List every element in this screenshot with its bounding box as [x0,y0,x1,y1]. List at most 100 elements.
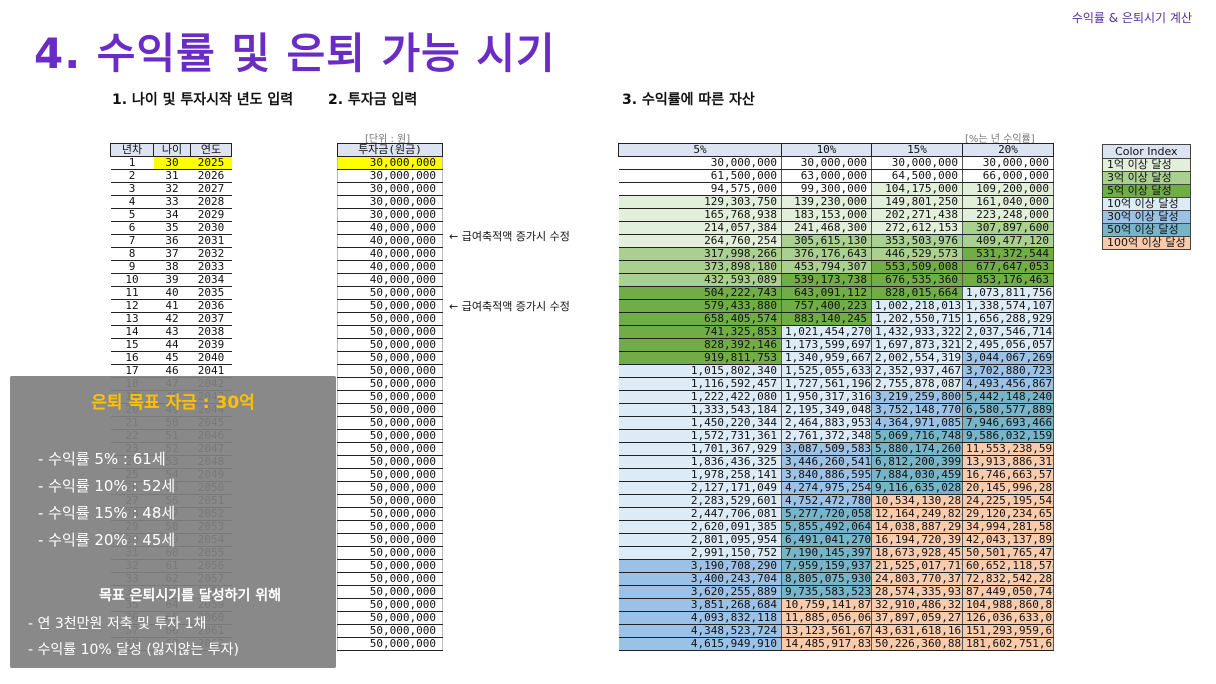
plan-item-2: - 수익률 10% 달성 (잃지않는 투자) [28,642,240,658]
asset-cell-rate-15: 2,755,878,087 [871,377,963,391]
section2-title: 2. 투자금 입력 [328,92,418,108]
legend-item: 100억 이상 달성 [1102,236,1191,250]
asset-cell-rate-5: 1,836,436,325 [618,455,782,469]
investment-cell: 50,000,000 [337,403,443,417]
plan-item-1: - 연 3천만원 저축 및 투자 1채 [28,616,207,632]
age-cell: 44 [153,338,191,352]
salary-note-2: ← 급여축적액 증가시 수정 [449,300,570,313]
age-cell: 45 [153,351,191,365]
age-row: 4 33 2028 [110,195,232,209]
investment-row: 50,000,000 [337,416,443,430]
col-header-rate-15: 15% [871,143,963,157]
col-header-investment: 투자금(원금) [337,143,443,157]
year-index-cell: 7 [110,234,154,248]
asset-row: 1,978,258,141 3,840,886,595 7,884,030,459 1… [618,468,1054,482]
asset-row: 2,801,095,954 6,491,041,270 16,194,720,392… [618,533,1054,547]
asset-row: 1,572,731,361 2,761,372,348 5,069,716,748 9… [618,429,1054,443]
asset-cell-rate-5: 214,057,384 [618,221,782,235]
asset-cell-rate-5: 165,768,938 [618,208,782,222]
asset-cell-rate-5: 264,760,254 [618,234,782,248]
asset-cell-rate-10: 539,173,738 [781,273,872,287]
asset-cell-rate-15: 16,194,720,392 [871,533,963,547]
investment-row: 40,000,000 [337,221,443,235]
asset-cell-rate-15: 1,202,550,715 [871,312,963,326]
asset-cell-rate-10: 99,300,000 [781,182,872,196]
year-index-cell: 9 [110,260,154,274]
asset-cell-rate-10: 1,525,055,633 [781,364,872,378]
asset-cell-rate-15: 149,801,250 [871,195,963,209]
asset-cell-rate-15: 446,529,573 [871,247,963,261]
col-header-rate-10: 10% [781,143,872,157]
asset-cell-rate-15: 43,631,618,162 [871,624,963,638]
asset-cell-rate-5: 3,190,708,290 [618,559,782,573]
asset-cell-rate-5: 2,801,095,954 [618,533,782,547]
legend-item: 30억 이상 달성 [1102,210,1191,224]
asset-cell-rate-20: 6,580,577,889 [962,403,1054,417]
asset-cell-rate-15: 553,509,008 [871,260,963,274]
investment-row: 50,000,000 [337,507,443,521]
asset-cell-rate-5: 2,447,706,081 [618,507,782,521]
investment-row: 30,000,000 [337,208,443,222]
asset-row: 2,447,706,081 5,277,720,058 12,164,249,824… [618,507,1054,521]
asset-cell-rate-10: 11,885,056,063 [781,611,872,625]
investment-cell: 50,000,000 [337,416,443,430]
age-row: 3 32 2027 [110,182,232,196]
asset-row: 432,593,089 539,173,738 676,535,360 853,176… [618,273,1054,287]
year-cell: 2034 [190,273,232,287]
year-cell: 2025 [190,156,232,170]
investment-row: 50,000,000 [337,455,443,469]
result-rate-5: - 수익률 5% : 61세 [38,450,166,468]
asset-cell-rate-5: 4,348,523,724 [618,624,782,638]
asset-row: 61,500,000 63,000,000 64,500,000 66,000,000 [618,169,1054,183]
year-index-cell: 12 [110,299,154,313]
age-row: 8 37 2032 [110,247,232,261]
plan-title: 목표 은퇴시기를 달성하기 위해 [98,588,282,604]
asset-cell-rate-15: 14,038,887,298 [871,520,963,534]
age-cell: 39 [153,273,191,287]
year-cell: 2032 [190,247,232,261]
age-row: 2 31 2026 [110,169,232,183]
asset-row: 1,836,436,325 3,446,260,541 6,812,200,399 1… [618,455,1054,469]
age-cell: 40 [153,286,191,300]
year-index-cell: 3 [110,182,154,196]
investment-cell: 50,000,000 [337,455,443,469]
asset-row: 579,433,880 757,400,223 1,002,218,013 1,338… [618,299,1054,313]
year-cell: 2030 [190,221,232,235]
asset-cell-rate-10: 3,087,509,583 [781,442,872,456]
asset-row: 2,991,150,752 7,190,145,397 18,673,928,451… [618,546,1054,560]
asset-cell-rate-20: 7,946,693,466 [962,416,1054,430]
legend-row: 50억 이상 달성 [1102,223,1191,237]
asset-row: 4,093,832,118 11,885,056,063 37,897,059,27… [618,611,1054,625]
investment-cell: 50,000,000 [337,611,443,625]
asset-cell-rate-5: 1,978,258,141 [618,468,782,482]
year-index-cell: 5 [110,208,154,222]
investment-cell: 50,000,000 [337,429,443,443]
investment-row: 50,000,000 [337,299,443,313]
asset-cell-rate-20: 30,000,000 [962,156,1054,170]
age-row: 13 42 2037 [110,312,232,326]
asset-cell-rate-10: 3,446,260,541 [781,455,872,469]
asset-cell-rate-10: 2,195,349,048 [781,403,872,417]
age-row: 14 43 2038 [110,325,232,339]
asset-cell-rate-20: 104,988,860,895 [962,598,1054,612]
investment-row: 50,000,000 [337,637,443,651]
legend-header: Color Index [1102,144,1191,159]
investment-cell: 50,000,000 [337,481,443,495]
year-cell: 2038 [190,325,232,339]
asset-row: 4,348,523,724 13,123,561,670 43,631,618,16… [618,624,1054,638]
asset-cell-rate-20: 29,120,234,652 [962,507,1054,521]
asset-cell-rate-15: 272,612,153 [871,221,963,235]
legend-item: 3억 이상 달성 [1102,171,1191,185]
asset-cell-rate-15: 104,175,000 [871,182,963,196]
asset-cell-rate-20: 1,073,811,756 [962,286,1054,300]
asset-row: 3,620,255,889 9,735,583,523 28,574,335,933… [618,585,1054,599]
asset-cell-rate-5: 828,392,146 [618,338,782,352]
asset-cell-rate-20: 11,553,238,591 [962,442,1054,456]
asset-row: 828,392,146 1,173,599,697 1,697,873,321 2,4… [618,338,1054,352]
year-cell: 2029 [190,208,232,222]
asset-cell-rate-10: 13,123,561,670 [781,624,872,638]
asset-cell-rate-20: 531,372,544 [962,247,1054,261]
asset-row: 1,701,367,929 3,087,509,583 5,880,174,260 1… [618,442,1054,456]
year-cell: 2041 [190,364,232,378]
asset-cell-rate-20: 20,145,996,286 [962,481,1054,495]
